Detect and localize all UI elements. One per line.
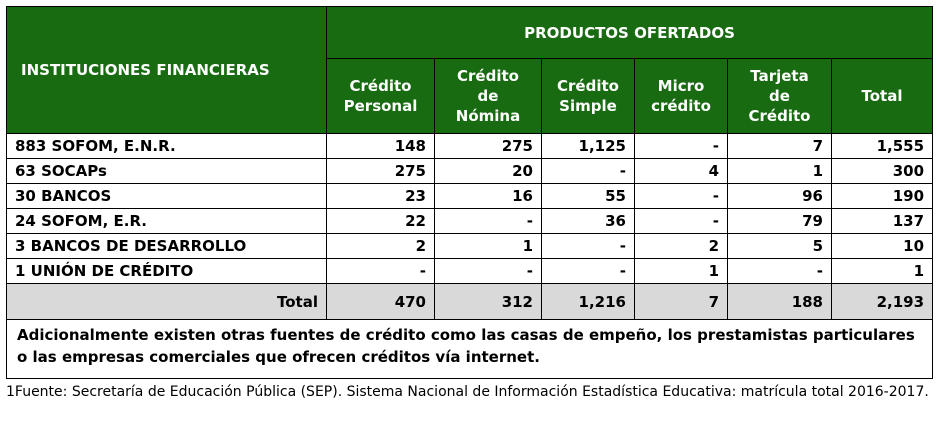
value-cell: 1 [634,258,728,284]
total-cell: 2,193 [830,283,934,320]
value-cell: 137 [830,208,934,234]
value-cell: 79 [727,208,832,234]
institution-name: 1 UNIÓN DE CRÉDITO [6,258,327,284]
total-cell: 1,216 [541,283,635,320]
institution-name: 24 SOFOM, E.R. [6,208,327,234]
value-cell: 16 [434,183,542,209]
column-header-word: de [477,87,499,105]
value-cell: 1 [830,258,934,284]
value-cell: 96 [727,183,832,209]
products-header: PRODUCTOS OFERTADOS [325,6,934,59]
column-header-word: Crédito [457,67,519,85]
value-cell: - [727,258,832,284]
value-cell: - [541,258,635,284]
value-cell: 36 [541,208,635,234]
institution-name: 3 BANCOS DE DESARROLLO [6,233,327,259]
column-header: Crédito Personal [326,58,435,134]
total-cell: 7 [634,283,728,320]
value-cell: 23 [326,183,435,209]
value-cell: 7 [727,133,832,159]
credit-products-table: INSTITUCIONES FINANCIERAS PRODUCTOS OFER… [5,6,934,379]
value-cell: 1 [727,158,832,184]
value-cell: 190 [830,183,934,209]
institution-name: 30 BANCOS [6,183,327,209]
column-header-word: Crédito [557,77,619,95]
value-cell: 2 [634,233,728,259]
table-row: 30 BANCOS 23 16 55-96 190 [6,183,934,209]
value-cell: - [634,133,728,159]
note: Adicionalmente existen otras fuentes de … [5,319,934,379]
value-cell: 275 [434,133,542,159]
value-cell: - [434,258,542,284]
value-cell: - [634,183,728,209]
footnote: 1Fuente: Secretaría de Educación Pública… [6,384,929,400]
column-header: Total [830,58,934,134]
total-label: Total [6,283,327,320]
column-header-word: Crédito [349,77,412,95]
value-cell: - [434,208,542,234]
column-header: Micro crédito [634,58,728,134]
value-cell: 1,555 [830,133,934,159]
table-row: 3 BANCOS DE DESARROLLO 2 1-2 5 10 [6,233,934,259]
value-cell: 2 [326,233,435,259]
table-row: 1 UNIÓN DE CRÉDITO - - -1-1 [6,258,934,284]
value-cell: 300 [830,158,934,184]
value-cell: - [326,258,435,284]
column-header-word: Crédito [748,107,811,125]
value-cell: - [541,233,635,259]
institution-name: 883 SOFOM, E.N.R. [6,133,327,159]
value-cell: 55 [541,183,635,209]
column-header-word: Nómina [455,107,521,125]
column-header-word: Tarjeta [750,67,809,85]
column-header: Tarjeta de Crédito [727,58,832,134]
table-row: 24 SOFOM, E.R. 22-36-79 137 [6,208,934,234]
value-cell: - [541,158,635,184]
institution-name: 63 SOCAPs [6,158,327,184]
value-cell: - [634,208,728,234]
value-cell: 148 [326,133,435,159]
institutions-header: INSTITUCIONES FINANCIERAS [6,6,327,134]
value-cell: 22 [326,208,435,234]
total-cell: 188 [727,283,832,320]
value-cell: 10 [830,233,934,259]
value-cell: 4 [634,158,728,184]
total-cell: 470 [326,283,435,320]
table-row: 63 SOCAPs 275 20-4 1 300 [6,158,934,184]
value-cell: 20 [434,158,542,184]
table-row: 883 SOFOM, E.N.R. 148 275 1,125-7 1,555 [6,133,934,159]
value-cell: 275 [326,158,435,184]
column-header-word: Micro [657,77,705,95]
column-header: Crédito Simple [541,58,635,134]
column-header-word: Personal [343,97,418,115]
column-header-word: crédito [651,97,711,115]
column-header: Crédito de Nómina [434,58,542,134]
value-cell: 1,125 [541,133,635,159]
column-header-word: Simple [559,97,617,115]
column-header-word: Total [861,87,903,105]
column-header-word: de [769,87,790,105]
total-cell: 312 [434,283,542,320]
value-cell: 5 [727,233,832,259]
value-cell: 1 [434,233,542,259]
